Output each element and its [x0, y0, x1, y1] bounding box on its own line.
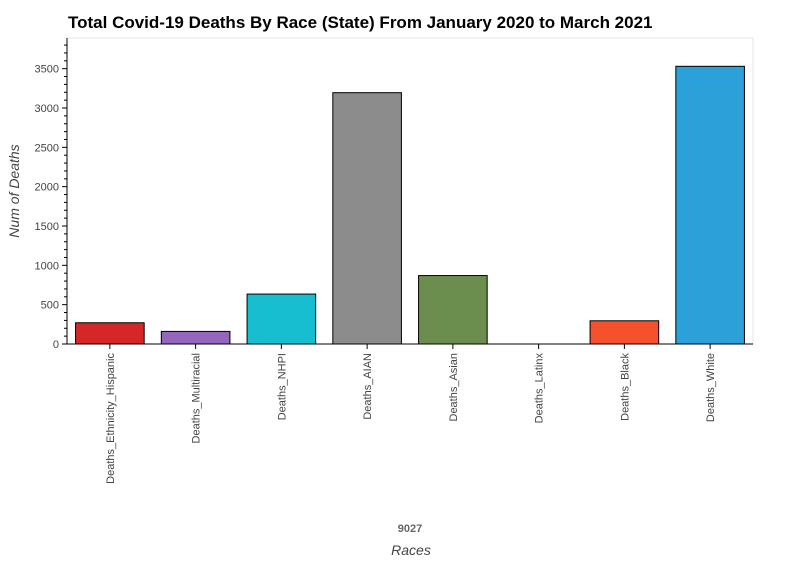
x-tick-label: Deaths_Black — [619, 353, 631, 421]
total-annotation: 9027 — [398, 523, 422, 535]
x-tick-label: Deaths_AIAN — [362, 353, 374, 420]
x-axis-title: Races — [391, 542, 431, 558]
bar-deaths-ethnicity-hispanic — [75, 322, 145, 345]
y-tick-label: 500 — [41, 300, 59, 312]
x-tick-label: Deaths_Latinx — [534, 353, 546, 424]
y-axis-title: Num of Deaths — [6, 144, 22, 237]
bar-deaths-nhpi — [246, 293, 317, 345]
chart-title: Total Covid-19 Deaths By Race (State) Fr… — [68, 13, 653, 32]
y-tick-label: 2000 — [35, 182, 59, 194]
bar-deaths-multiracial — [160, 330, 231, 345]
y-tick-label: 3500 — [35, 64, 59, 76]
y-tick-label: 3000 — [35, 103, 59, 115]
y-tick-label: 2500 — [35, 142, 59, 154]
y-tick-label: 1000 — [35, 260, 59, 272]
bar-deaths-asian — [418, 275, 488, 345]
x-tick-label: Deaths_White — [705, 353, 717, 422]
x-tick-label: Deaths_Ethnicity_Hispanic — [105, 353, 117, 484]
bars-layer — [75, 65, 745, 345]
x-tick-label: Deaths_NHPI — [276, 353, 288, 420]
bar-deaths-aian — [332, 92, 402, 345]
y-axis: 0 500 1000 1500 2000 2500 3000 3500 — [35, 44, 67, 351]
x-axis: Deaths_Ethnicity_Hispanic Deaths_Multirac… — [105, 344, 717, 484]
x-tick-label: Deaths_Asian — [448, 353, 460, 422]
x-tick-label: Deaths_Multiracial — [191, 353, 203, 443]
bar-deaths-black — [589, 320, 660, 345]
y-tick-label: 0 — [53, 339, 59, 351]
y-tick-label: 1500 — [35, 221, 59, 233]
plot-frame — [66, 37, 754, 345]
bar-deaths-white — [675, 65, 745, 345]
